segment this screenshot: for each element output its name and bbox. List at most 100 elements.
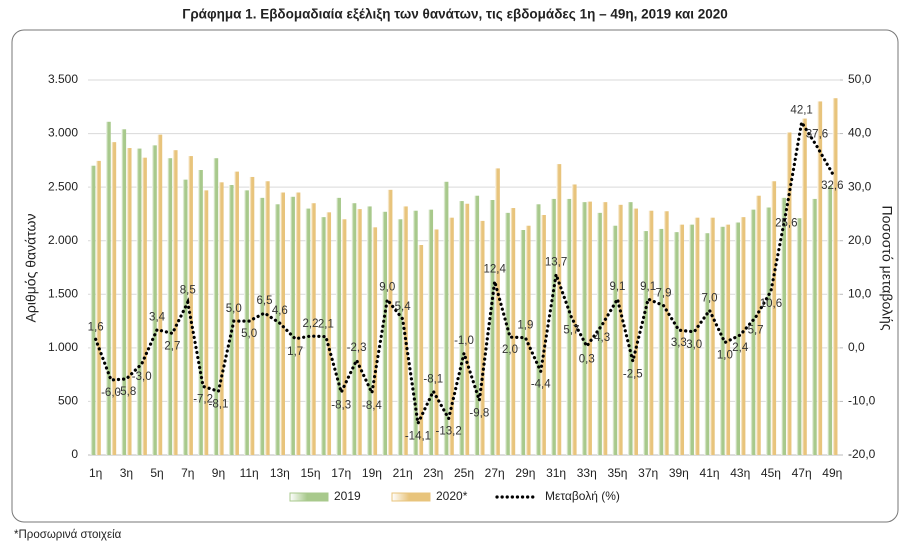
bar <box>679 224 685 455</box>
x-tick-label: 31η <box>546 466 566 480</box>
data-label: 3,3 <box>671 337 687 349</box>
bar <box>464 203 470 455</box>
x-tick-label: 33η <box>577 466 597 480</box>
bar <box>121 129 127 456</box>
data-label: 2,7 <box>164 340 180 352</box>
bar <box>587 201 592 455</box>
bar <box>786 132 792 455</box>
data-label: 2,0 <box>502 344 518 356</box>
data-label: 13,7 <box>545 256 567 268</box>
data-label: 7,0 <box>702 292 718 304</box>
bar <box>243 190 249 455</box>
bar <box>387 189 393 456</box>
data-label: 7,9 <box>656 288 672 300</box>
bar <box>305 208 311 455</box>
bar <box>725 224 731 455</box>
bar <box>771 181 777 455</box>
bar <box>295 192 301 455</box>
bar <box>418 245 424 455</box>
x-tick-label: 23η <box>423 466 443 480</box>
bar <box>249 176 255 455</box>
x-tick-label: 21η <box>393 466 413 480</box>
bar <box>602 202 608 455</box>
bar <box>796 218 802 455</box>
legend-label: 2020* <box>436 489 468 503</box>
bar <box>228 185 234 455</box>
data-label: 25,6 <box>775 218 797 230</box>
bar <box>740 217 746 455</box>
bar <box>280 192 285 455</box>
bar <box>428 209 434 455</box>
y-tick-label: 3.500 <box>48 72 78 86</box>
bar <box>566 198 572 455</box>
bar <box>550 198 556 455</box>
bar <box>663 211 669 455</box>
bar <box>310 203 316 455</box>
data-label: 5,4 <box>395 301 412 313</box>
data-label: 4,3 <box>594 332 610 344</box>
bar <box>750 209 756 455</box>
bar <box>90 165 96 455</box>
data-label: -2,5 <box>623 368 643 380</box>
bar <box>167 158 173 455</box>
y-tick-label: 0 <box>71 447 78 461</box>
data-label: 5,0 <box>241 328 257 340</box>
x-tick-label: 9η <box>212 466 225 480</box>
x-tick-label: 45η <box>761 466 781 480</box>
bar <box>596 212 602 455</box>
data-label: 9,0 <box>379 282 395 294</box>
data-label: 1,6 <box>88 321 104 333</box>
bar <box>520 230 526 455</box>
bar <box>694 217 700 455</box>
y-tick-label: 3.000 <box>48 126 78 140</box>
bar <box>326 212 332 455</box>
bar <box>105 121 111 456</box>
y-tick-label: 2.500 <box>48 179 78 193</box>
y-axis-title: Αριθμός θανάτων <box>23 214 39 323</box>
data-label: 2,2 <box>303 318 319 330</box>
bar <box>402 206 408 455</box>
x-tick-label: 15η <box>301 466 321 480</box>
bar <box>765 207 771 455</box>
data-label: 2,4 <box>732 342 749 354</box>
bar <box>525 225 531 455</box>
y-tick-label: 500 <box>58 394 78 408</box>
y2-tick-label: -10,0 <box>848 394 876 408</box>
bar <box>182 179 188 455</box>
data-label: -8,4 <box>362 400 382 412</box>
bar <box>141 157 147 455</box>
bar <box>188 156 193 456</box>
bar <box>213 158 219 455</box>
bar <box>372 227 378 455</box>
data-label: -5,8 <box>116 386 136 398</box>
bar <box>151 145 157 455</box>
x-tick-label: 35η <box>607 466 627 480</box>
data-label: 2,1 <box>318 319 334 331</box>
data-label: 0,3 <box>579 353 595 365</box>
data-label: 1,9 <box>517 320 533 332</box>
data-label: 10,6 <box>760 298 782 310</box>
data-label: 6,5 <box>256 295 272 307</box>
bar <box>617 204 623 455</box>
bar <box>817 101 823 455</box>
x-tick-label: 11η <box>240 466 259 480</box>
legend-swatch <box>289 492 329 502</box>
data-label: -8,1 <box>423 373 443 385</box>
x-tick-label: 19η <box>362 466 382 480</box>
bar <box>218 182 224 456</box>
x-tick-label: 43η <box>730 466 750 480</box>
bar <box>479 220 485 455</box>
x-tick-label: 47η <box>792 466 812 480</box>
bar <box>535 204 541 455</box>
bar <box>366 206 372 455</box>
bar <box>673 232 679 455</box>
bar <box>351 203 357 455</box>
footnote: *Προσωρινά στοιχεία <box>14 529 122 541</box>
y-tick-label: 1.500 <box>48 286 78 300</box>
y2-tick-label: 30,0 <box>848 179 872 193</box>
x-tick-label: 41η <box>700 466 720 480</box>
bar <box>755 195 761 455</box>
x-tick-label: 7η <box>181 466 194 480</box>
bar <box>781 197 787 455</box>
